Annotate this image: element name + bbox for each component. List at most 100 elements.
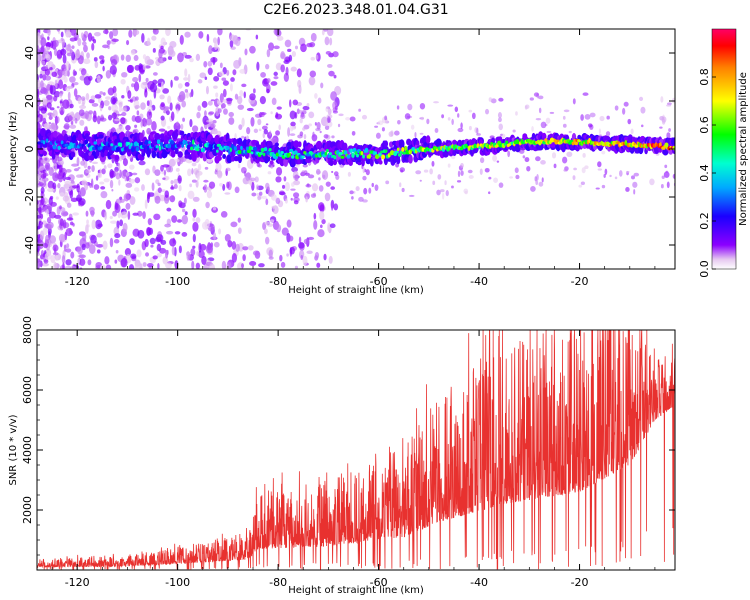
noise-blob <box>514 167 519 174</box>
noise-blob <box>177 177 182 182</box>
ridge-core <box>128 145 132 150</box>
noise-blob <box>270 194 277 201</box>
noise-blob <box>69 124 77 129</box>
noise-blob <box>95 175 99 181</box>
noise-blob <box>65 60 70 70</box>
noise-blob <box>73 168 79 172</box>
colorbar-tick-label: 0.0 <box>698 260 711 278</box>
noise-blob <box>114 233 121 239</box>
noise-blob <box>192 196 200 202</box>
noise-blob <box>102 240 108 250</box>
noise-blob <box>152 255 158 260</box>
ridge-halo <box>332 159 338 166</box>
noise-blob <box>207 67 213 76</box>
noise-blob <box>87 224 90 228</box>
noise-blob <box>310 193 317 198</box>
ridge-core <box>198 143 203 148</box>
ridge-core <box>289 148 294 153</box>
noise-blob <box>132 212 139 216</box>
noise-blob <box>237 163 241 169</box>
noise-blob <box>603 173 606 178</box>
ridge-core <box>328 152 332 156</box>
noise-blob <box>161 189 166 193</box>
noise-blob <box>320 224 323 229</box>
noise-blob <box>115 198 122 204</box>
noise-blob <box>68 227 73 235</box>
noise-blob <box>280 261 286 268</box>
noise-blob <box>42 165 46 171</box>
noise-blob <box>45 41 52 48</box>
noise-blob <box>294 174 299 181</box>
ridge-halo <box>274 142 279 147</box>
noise-blob <box>111 188 114 192</box>
noise-blob <box>285 66 289 76</box>
noise-blob <box>160 239 167 246</box>
noise-blob <box>111 112 117 119</box>
noise-blob <box>605 131 611 137</box>
ridge-core <box>381 154 386 160</box>
noise-blob <box>251 192 257 197</box>
noise-blob <box>260 71 266 78</box>
noise-blob <box>56 106 60 109</box>
noise-blob <box>419 132 424 135</box>
noise-blob <box>48 121 52 125</box>
noise-blob <box>183 197 187 205</box>
noise-blob <box>173 178 179 185</box>
noise-blob <box>419 179 422 182</box>
noise-blob <box>80 32 84 39</box>
noise-blob <box>197 79 203 84</box>
noise-blob <box>399 167 405 173</box>
ridge-core <box>208 143 212 149</box>
noise-blob <box>493 177 498 183</box>
noise-blob <box>265 198 269 206</box>
noise-blob <box>183 77 189 81</box>
noise-blob <box>306 42 313 48</box>
ridge-core <box>60 140 64 145</box>
noise-blob <box>37 124 42 130</box>
noise-blob <box>212 119 217 124</box>
noise-blob <box>99 181 105 185</box>
noise-blob <box>37 207 41 213</box>
noise-blob <box>192 208 197 218</box>
noise-blob <box>195 53 201 62</box>
ridge-core <box>634 144 639 148</box>
noise-blob <box>524 157 530 163</box>
noise-blob <box>134 187 140 192</box>
noise-blob <box>332 110 339 114</box>
noise-blob <box>204 166 209 170</box>
noise-blob <box>323 253 327 261</box>
noise-blob <box>597 161 602 168</box>
noise-blob <box>208 45 213 55</box>
noise-blob <box>293 180 301 186</box>
noise-blob <box>541 177 544 183</box>
noise-blob <box>155 179 160 184</box>
noise-blob <box>170 180 174 185</box>
y-tick-label: 8000 <box>21 316 34 344</box>
noise-blob <box>526 165 531 172</box>
noise-blob <box>241 166 247 174</box>
noise-blob <box>192 233 196 243</box>
noise-blob <box>169 102 173 111</box>
noise-blob <box>237 217 241 223</box>
noise-blob <box>49 235 57 244</box>
noise-blob <box>207 60 213 67</box>
noise-blob <box>47 36 50 41</box>
noise-blob <box>184 54 192 59</box>
noise-blob <box>157 56 166 64</box>
noise-blob <box>394 130 400 136</box>
noise-blob <box>444 180 447 186</box>
noise-blob <box>216 99 220 104</box>
noise-blob <box>40 45 45 54</box>
ridge-core <box>350 148 353 154</box>
noise-blob <box>192 221 199 232</box>
noise-blob <box>142 117 146 125</box>
noise-blob <box>317 229 325 238</box>
ridge-halo <box>70 151 76 158</box>
ridge-core <box>156 139 161 145</box>
noise-blob <box>150 244 154 248</box>
noise-blob <box>130 253 137 259</box>
noise-blob <box>120 78 126 85</box>
noise-blob <box>314 251 320 259</box>
noise-blob <box>137 210 143 217</box>
noise-blob <box>324 36 330 46</box>
